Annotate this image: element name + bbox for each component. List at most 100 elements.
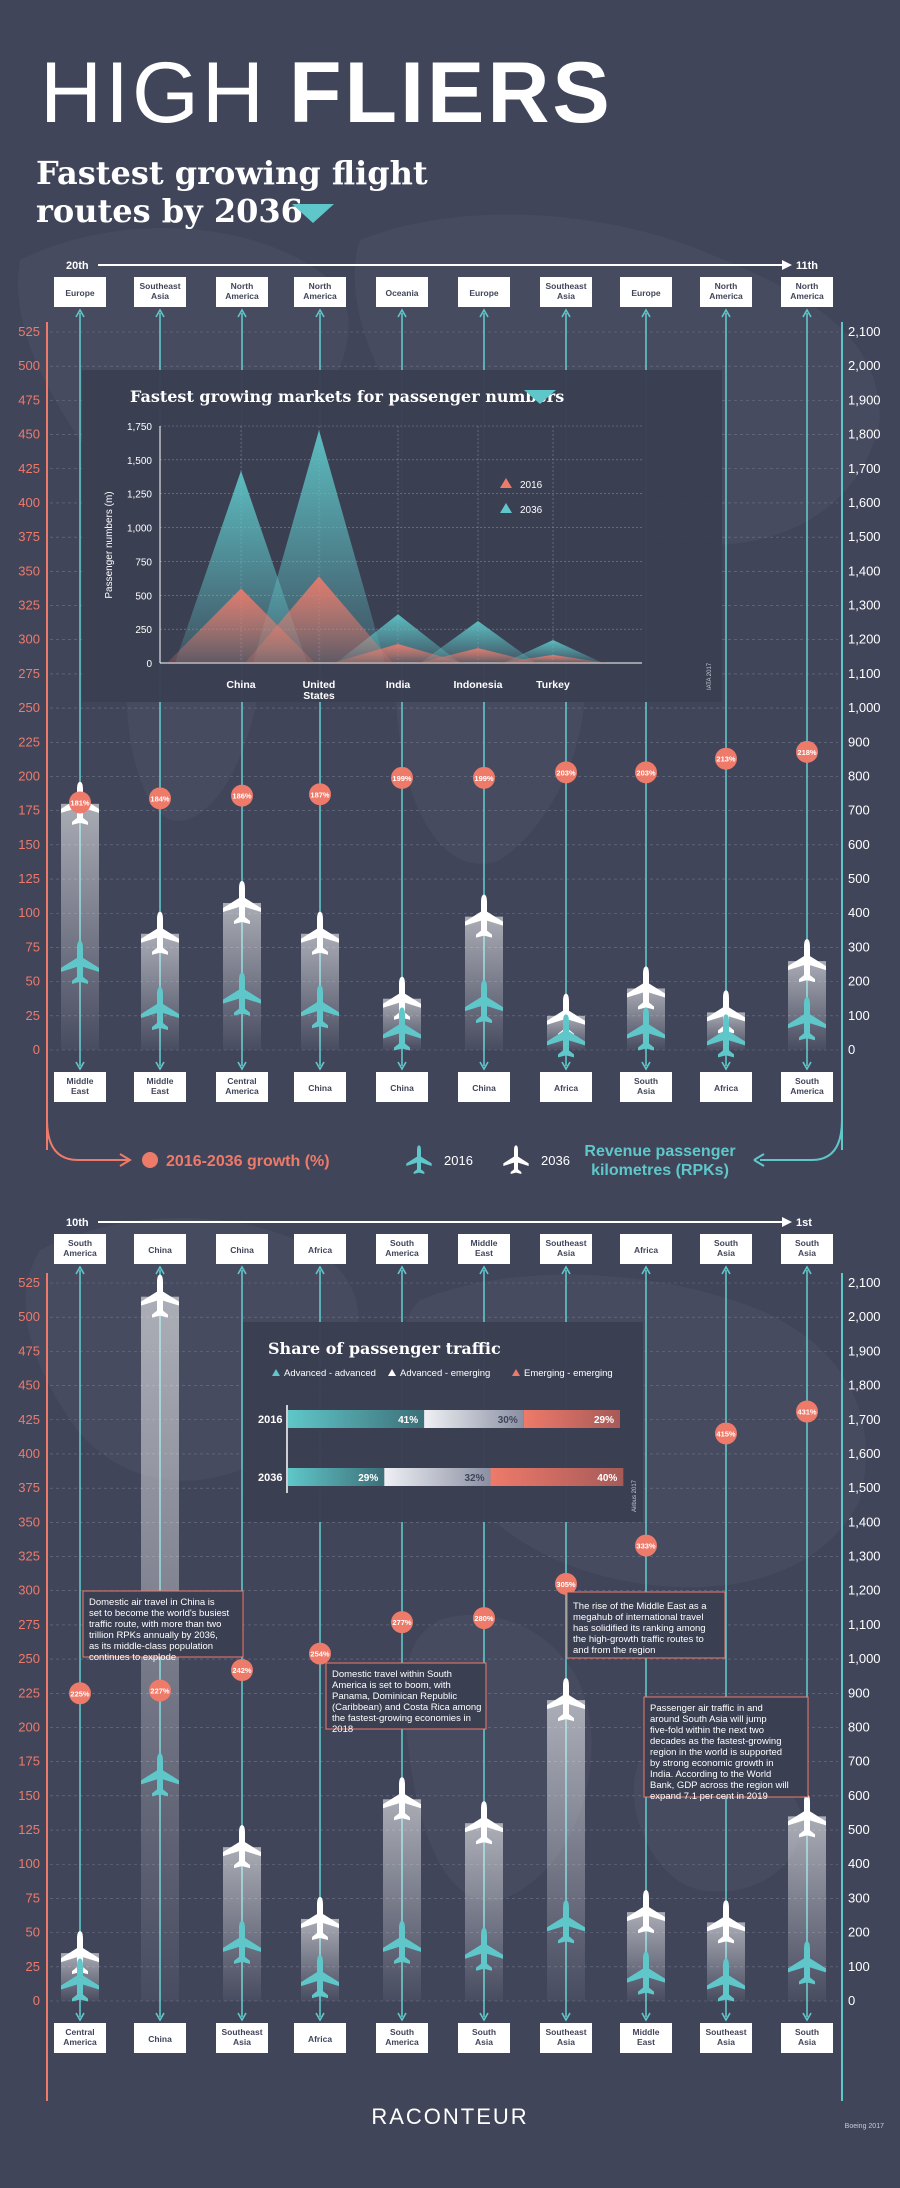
right-axis-tick: 1,800 [848,427,881,442]
note-line: and from the region [573,1645,655,1656]
growth-bubble [715,1422,737,1445]
route-line-arrow-down-icon [561,1061,571,1071]
inset2-bar-label: 32% [465,1473,485,1484]
growth-label: 203% [556,768,576,777]
route-destination-label: Africa [714,1083,738,1093]
growth-label: 415% [716,1429,736,1438]
left-axis-tick: 50 [26,974,40,989]
left-axis-tick: 425 [18,461,40,476]
left-axis-tick: 300 [18,632,40,647]
right-axis-tick: 400 [848,1856,870,1871]
legend-2036-label: 2036 [541,1153,570,1168]
growth-bubble [796,1400,818,1423]
route-destination-label: China [308,1083,332,1093]
growth-label: 254% [310,1650,330,1659]
growth-bubble [473,766,495,789]
inset2-legend-label: Advanced - emerging [400,1368,490,1379]
left-axis-tick: 200 [18,1719,40,1734]
route-origin-label: Oceania [385,288,418,298]
route-origin-box [700,277,752,307]
route-line-arrow-up-icon [397,308,407,318]
note-line: Bank, GDP across the region will [650,1780,789,1791]
right-axis-tick: 1,400 [848,1514,881,1529]
growth-bubble [635,761,657,784]
inset2-bar-segment [424,1410,524,1428]
growth-label: 184% [150,794,170,803]
route-destination-label: Asia [233,2037,251,2047]
route-destination-label: Central [227,1076,256,1086]
route-destination-box [620,2023,672,2053]
inset1-x-tick: Indonesia [453,679,502,691]
route-destination-label: South [390,2027,414,2037]
route-line-arrow-up-icon [802,1265,812,1275]
route-destination-label: China [472,1083,496,1093]
route-origin-label: America [709,291,743,301]
rpk-2036-trail [61,803,99,1050]
route-origin-label: South [390,1238,414,1248]
growth-bubble [391,766,413,789]
left-axis-tick: 450 [18,427,40,442]
inset2-row-label: 2016 [258,1414,282,1426]
route-destination-label: America [385,2037,419,2047]
route-destination-box [54,2023,106,2053]
route-origin-label: Asia [557,1248,575,1258]
route-destination-label: Africa [554,1083,578,1093]
inset2-row-label: 2036 [258,1472,282,1484]
right-axis-tick: 2,000 [848,1309,881,1324]
route-destination-box [376,1072,428,1102]
right-axis-tick: 0 [848,1993,855,2008]
left-axis-tick: 75 [26,939,40,954]
inset2-legend-icon [388,1369,396,1376]
inset2-bar-segment [490,1468,624,1486]
right-axis-tick: 1,700 [848,1412,881,1427]
legend-growth-dot-icon [142,1152,158,1168]
right-axis-tick: 2,000 [848,358,881,373]
route-column: Africa Africa 254% [294,1234,346,2053]
route-origin-box [216,1234,268,1264]
left-axis-tick: 275 [18,666,40,681]
route-destination-box [781,2023,833,2053]
route-destination-label: Asia [475,2037,493,2047]
growth-label: 203% [636,768,656,777]
route-destination-label: South [634,1076,658,1086]
inset2-bar-label: 29% [358,1473,378,1484]
left-axis-tick: 500 [18,358,40,373]
rpk-2036-trail [547,1700,585,2001]
right-axis-tick: 900 [848,734,870,749]
route-line-arrow-down-icon [721,1061,731,1071]
route-destination-label: Asia [717,2037,735,2047]
area-2016-united-states [245,576,393,663]
route-origin-box [781,277,833,307]
inset1-title-arrow-icon [524,390,556,404]
legend-growth-label: 2016-2036 growth (%) [166,1153,330,1170]
route-line-arrow-up-icon [721,1265,731,1275]
inset1-x-tick: China [226,679,255,691]
route-origin-box [620,277,672,307]
route-destination-box [781,1072,833,1102]
route-origin-box [376,1234,428,1264]
right-axis-tick: 700 [848,1754,870,1769]
area-2016-india [332,644,464,663]
legend-arrow-icon [119,1153,132,1167]
route-origin-label: China [230,1245,254,1255]
route-destination-box [54,1072,106,1102]
right-axis-tick: 200 [848,1925,870,1940]
inset1-y-tick: 500 [135,591,152,602]
left-axis-tick: 475 [18,1343,40,1358]
left-axis-tick: 25 [26,1008,40,1023]
route-line-arrow-up-icon [721,308,731,318]
growth-bubble [555,761,577,784]
note-line: India. According to the World [650,1769,771,1780]
growth-bubble [231,784,253,807]
main-title: HIGH FLIERS [40,45,613,141]
right-axis-tick: 1,200 [848,1583,881,1598]
route-line-arrow-down-icon [641,1061,651,1071]
note-line: decades as the fastest-growing [650,1736,782,1747]
route-line-arrow-up-icon [155,1265,165,1275]
inset2-bar-segment [523,1410,620,1428]
note-line: traffic route, with more than two [89,1619,221,1630]
route-line-arrow-up-icon [641,308,651,318]
route-destination-label: Middle [67,1076,94,1086]
